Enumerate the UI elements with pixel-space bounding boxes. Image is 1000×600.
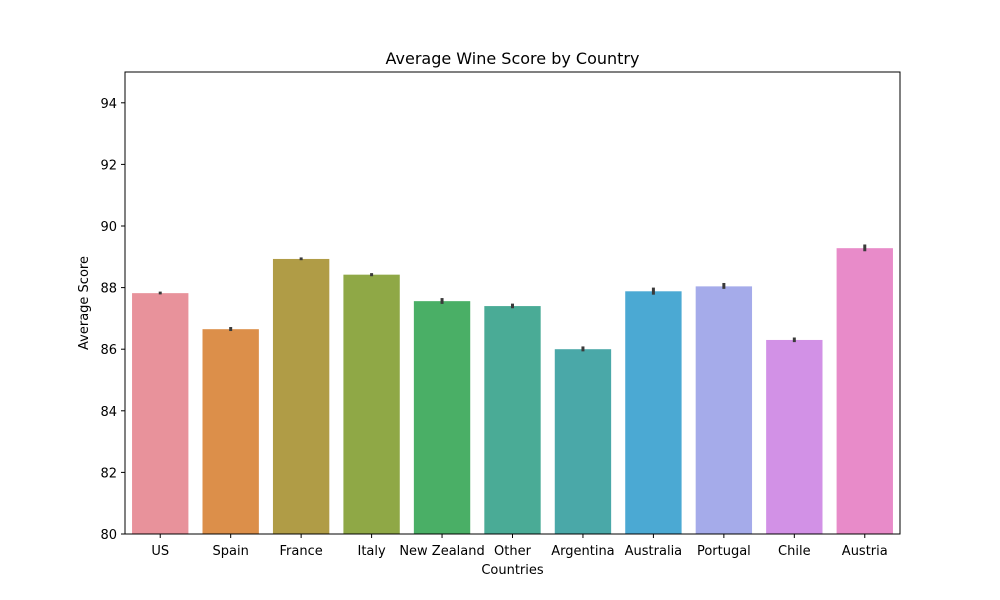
x-axis: US Spain France Italy New Zealand Other Argent…	[151, 534, 888, 559]
x-tick-label: Other	[494, 544, 532, 559]
y-axis: 80 82 84 86 88 90 92 94	[100, 97, 125, 543]
error-bars-group	[158, 244, 867, 352]
bar	[625, 291, 682, 534]
x-tick-label: Italy	[357, 544, 386, 559]
plot-frame	[124, 71, 901, 535]
x-axis-label: Countries	[481, 563, 544, 578]
x-tick-label: Austria	[842, 544, 888, 559]
y-tick-label: 82	[100, 466, 117, 481]
y-tick-label: 90	[100, 220, 117, 235]
y-tick-label: 88	[100, 282, 117, 297]
y-tick-label: 84	[100, 405, 117, 420]
y-tick-label: 94	[100, 97, 117, 112]
bar	[766, 339, 823, 534]
y-tick-label: 80	[100, 528, 117, 543]
bar	[554, 349, 612, 534]
bar	[132, 293, 189, 534]
y-tick-label: 92	[100, 158, 117, 173]
bar	[836, 248, 893, 534]
y-tick-label: 86	[100, 343, 117, 358]
x-tick-label: Australia	[625, 544, 683, 559]
x-tick-label: Chile	[778, 544, 811, 559]
x-tick-label: US	[151, 544, 169, 559]
bars-group	[132, 248, 893, 534]
chart-title: Average Wine Score by Country	[386, 49, 640, 68]
x-tick-label: Spain	[213, 544, 249, 559]
bar	[202, 329, 259, 534]
x-tick-label: Argentina	[551, 544, 614, 559]
bar	[343, 274, 400, 534]
bar	[272, 258, 330, 534]
x-tick-label: Portugal	[697, 544, 751, 559]
y-axis-label: Average Score	[77, 256, 92, 350]
bar	[695, 286, 753, 534]
x-tick-label: New Zealand	[399, 544, 484, 559]
x-tick-label: France	[280, 544, 323, 559]
bar	[413, 301, 471, 534]
bar	[484, 306, 541, 534]
